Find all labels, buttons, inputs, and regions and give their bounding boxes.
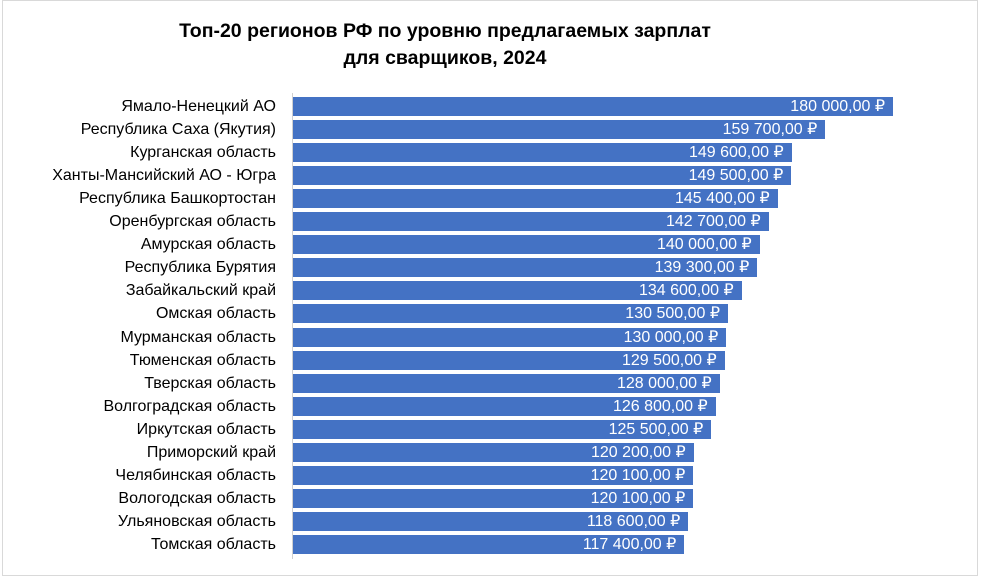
category-label: Республика Башкортостан <box>79 190 276 207</box>
category-label: Мурманская область <box>120 329 276 346</box>
chart-title-line1: Топ-20 регионов РФ по уровню предлагаемы… <box>179 20 711 42</box>
bar: 130 000,00 ₽ <box>293 328 727 347</box>
bar: 142 700,00 ₽ <box>293 212 769 231</box>
category-label: Омская область <box>155 305 276 322</box>
data-label: 159 700,00 ₽ <box>722 121 818 138</box>
bar: 159 700,00 ₽ <box>293 120 826 139</box>
category-label: Приморский край <box>146 444 276 461</box>
category-label: Оренбургская область <box>109 213 276 230</box>
data-label: 117 400,00 ₽ <box>582 536 677 553</box>
category-label: Томская область <box>150 536 276 553</box>
bar: 180 000,00 ₽ <box>293 97 893 116</box>
data-label: 134 600,00 ₽ <box>638 282 734 299</box>
data-label: 126 800,00 ₽ <box>612 398 708 415</box>
data-label: 120 100,00 ₽ <box>590 490 686 507</box>
bar: 118 600,00 ₽ <box>293 512 689 531</box>
chart-title: Топ-20 регионов РФ по уровню предлагаемы… <box>100 18 790 72</box>
data-label: 149 600,00 ₽ <box>688 144 784 161</box>
category-label: Тюменская область <box>129 352 276 369</box>
category-label: Челябинская область <box>115 467 276 484</box>
data-label: 130 000,00 ₽ <box>623 329 719 346</box>
bar: 134 600,00 ₽ <box>293 281 742 300</box>
category-label: Иркутская область <box>136 421 276 438</box>
category-label: Ямало-Ненецкий АО <box>121 98 276 115</box>
data-label: 120 200,00 ₽ <box>590 444 686 461</box>
data-label: 149 500,00 ₽ <box>688 167 784 184</box>
bar: 149 600,00 ₽ <box>293 143 792 162</box>
bar: 128 000,00 ₽ <box>293 374 720 393</box>
category-label: Тверская область <box>144 375 276 392</box>
category-label: Волгоградская область <box>103 398 276 415</box>
data-label: 125 500,00 ₽ <box>608 421 704 438</box>
data-label: 145 400,00 ₽ <box>674 190 770 207</box>
data-label: 139 300,00 ₽ <box>654 259 750 276</box>
bar: 125 500,00 ₽ <box>293 420 712 439</box>
bar: 149 500,00 ₽ <box>293 166 792 185</box>
data-label: 142 700,00 ₽ <box>665 213 761 230</box>
category-label: Республика Бурятия <box>124 259 276 276</box>
bar: 140 000,00 ₽ <box>293 235 760 254</box>
category-label: Курганская область <box>130 144 276 161</box>
bar: 130 500,00 ₽ <box>293 304 728 323</box>
chart-title-line2: для сварщиков, 2024 <box>343 47 547 69</box>
category-label: Республика Саха (Якутия) <box>80 121 276 138</box>
bar: 129 500,00 ₽ <box>293 351 725 370</box>
bar: 126 800,00 ₽ <box>293 397 716 416</box>
data-label: 120 100,00 ₽ <box>590 467 686 484</box>
data-label: 140 000,00 ₽ <box>656 236 752 253</box>
data-label: 118 600,00 ₽ <box>586 513 681 530</box>
bar: 139 300,00 ₽ <box>293 258 758 277</box>
category-label: Ханты-Мансийский АО - Югра <box>52 167 276 184</box>
category-label: Амурская область <box>140 236 276 253</box>
bar: 120 200,00 ₽ <box>293 443 694 462</box>
data-label: 180 000,00 ₽ <box>790 98 885 115</box>
data-label: 129 500,00 ₽ <box>621 352 717 369</box>
category-label: Вологодская область <box>118 490 276 507</box>
bar: 145 400,00 ₽ <box>293 189 778 208</box>
bar: 120 100,00 ₽ <box>293 489 694 508</box>
category-label: Забайкальский край <box>125 282 276 299</box>
category-label: Ульяновская область <box>117 513 276 530</box>
category-axis-line <box>292 93 293 559</box>
bar: 120 100,00 ₽ <box>293 466 694 485</box>
data-label: 128 000,00 ₽ <box>616 375 712 392</box>
bar: 117 400,00 ₽ <box>293 535 685 554</box>
data-label: 130 500,00 ₽ <box>625 305 720 322</box>
